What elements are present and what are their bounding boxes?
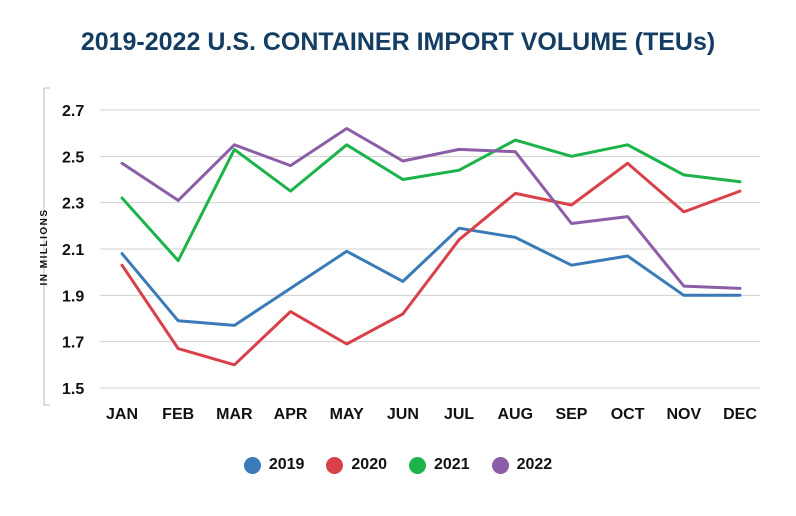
- x-tick-label: JUL: [444, 406, 474, 423]
- y-tick-label: 1.5: [62, 381, 84, 398]
- legend-swatch: [243, 456, 261, 474]
- legend-item-2022: 2022: [491, 456, 553, 474]
- legend-label: 2021: [434, 456, 470, 473]
- x-tick-label: OCT: [611, 406, 645, 423]
- y-axis-label: IN MILLIONS: [39, 208, 50, 285]
- legend-label: 2020: [351, 456, 387, 473]
- y-tick-label: 2.7: [62, 103, 84, 120]
- series-line-2021: [120, 138, 742, 263]
- series-line-2022: [120, 127, 742, 290]
- legend-swatch: [409, 456, 426, 474]
- y-tick-label: 2.1: [62, 242, 84, 259]
- x-tick-label: MAR: [216, 406, 253, 423]
- x-tick-label: SEP: [555, 406, 587, 423]
- x-tick-label: JUN: [387, 406, 419, 423]
- series-line-2019: [120, 226, 742, 327]
- series-line-2020: [120, 161, 742, 367]
- y-tick-label: 2.5: [62, 149, 84, 166]
- y-tick-label: 1.7: [62, 335, 84, 352]
- x-tick-label: NOV: [666, 406, 701, 423]
- legend-item-2021: 2021: [409, 456, 470, 474]
- x-tick-label: AUG: [497, 406, 533, 423]
- x-tick-label: MAY: [330, 406, 364, 423]
- legend-swatch: [326, 456, 344, 474]
- x-tick-label: DEC: [723, 406, 757, 423]
- legend-label: 2019: [268, 456, 305, 473]
- x-tick-label: APR: [274, 406, 308, 423]
- chart-title: 2019-2022 U.S. CONTAINER IMPORT VOLUME (…: [80, 28, 716, 56]
- x-tick-label: FEB: [162, 406, 194, 423]
- legend-label: 2022: [516, 456, 553, 473]
- legend-item-2020: 2020: [326, 456, 387, 474]
- y-tick-label: 2.3: [62, 196, 84, 213]
- legend-swatch: [491, 456, 509, 474]
- y-tick-label: 1.9: [62, 288, 84, 305]
- legend: 2019 2020 2021 2022: [0, 456, 796, 474]
- legend-item-2019: 2019: [243, 456, 305, 474]
- x-tick-label: JAN: [106, 406, 138, 423]
- axis-bracket: [43, 87, 50, 406]
